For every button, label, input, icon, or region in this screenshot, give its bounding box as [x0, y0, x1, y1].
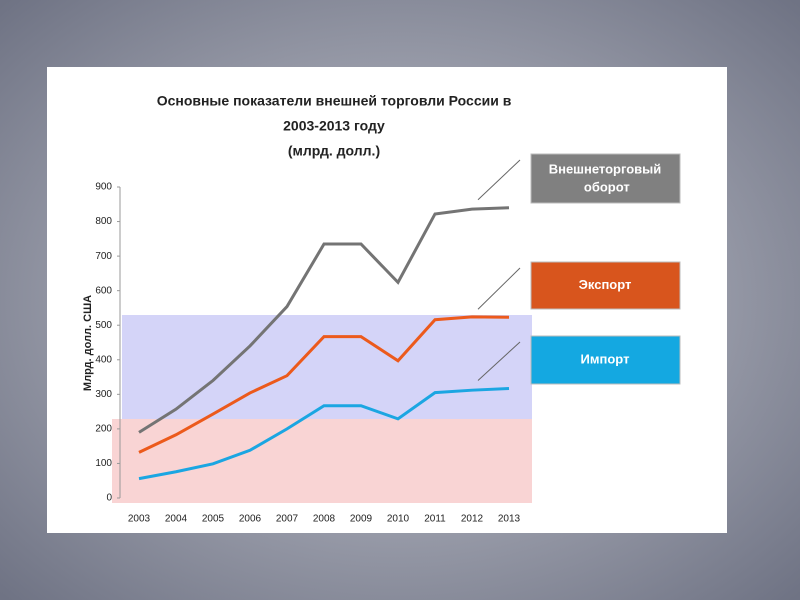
legend-label: Внешнеторговый оборот	[549, 162, 662, 195]
y-axis-label: Млрд. долл. США	[82, 295, 94, 391]
y-tick-label: 200	[95, 424, 112, 435]
leader-line	[477, 159, 521, 201]
series-line	[138, 315, 510, 454]
y-tick-label: 800	[95, 216, 112, 227]
series-line	[138, 386, 510, 481]
legend-label: Импорт	[581, 351, 630, 366]
x-tick-label: 2006	[239, 514, 262, 525]
y-tick-label: 500	[95, 320, 112, 331]
title-line: (млрд. долл.)	[288, 143, 380, 159]
legend: Внешнеторговый оборот Экспорт Импорт	[477, 153, 681, 385]
y-tick-label: 100	[95, 458, 112, 469]
flag-band-blue	[122, 315, 532, 419]
x-tick-label: 2012	[461, 514, 484, 525]
x-tick-label: 2008	[313, 514, 336, 525]
y-tick-label: 0	[106, 493, 112, 504]
x-tick-label: 2010	[387, 514, 410, 525]
x-tick-label: 2003	[128, 514, 151, 525]
y-tick-label: 900	[95, 182, 112, 193]
x-tick-label: 2011	[424, 514, 446, 525]
y-tick-label: 600	[95, 285, 112, 296]
series-line	[138, 206, 510, 434]
legend-label: Экспорт	[579, 277, 632, 292]
y-tick-label: 300	[95, 389, 112, 400]
plot: 0 100 200 300 400 500 600 700 800 900 2003 2004 2005…	[95, 182, 520, 525]
y-tick-label: 700	[95, 251, 112, 262]
x-tick-label: 2013	[498, 514, 521, 525]
x-tick-label: 2007	[276, 514, 299, 525]
title-line: 2003-2013 году	[283, 118, 385, 134]
leader-line	[477, 341, 521, 381]
x-tick-label: 2009	[350, 514, 373, 525]
leader-line	[477, 267, 521, 310]
flag-band-red	[112, 419, 532, 503]
x-tick-label: 2005	[202, 514, 225, 525]
legend-box	[530, 153, 681, 204]
y-tick-label: 400	[95, 354, 112, 365]
x-tick-label: 2004	[165, 514, 188, 525]
chart-title: Основные показатели внешней торговли Рос…	[157, 93, 512, 159]
legend-box	[530, 261, 681, 310]
legend-box	[530, 335, 681, 385]
title-line: Основные показатели внешней торговли Рос…	[157, 93, 512, 109]
